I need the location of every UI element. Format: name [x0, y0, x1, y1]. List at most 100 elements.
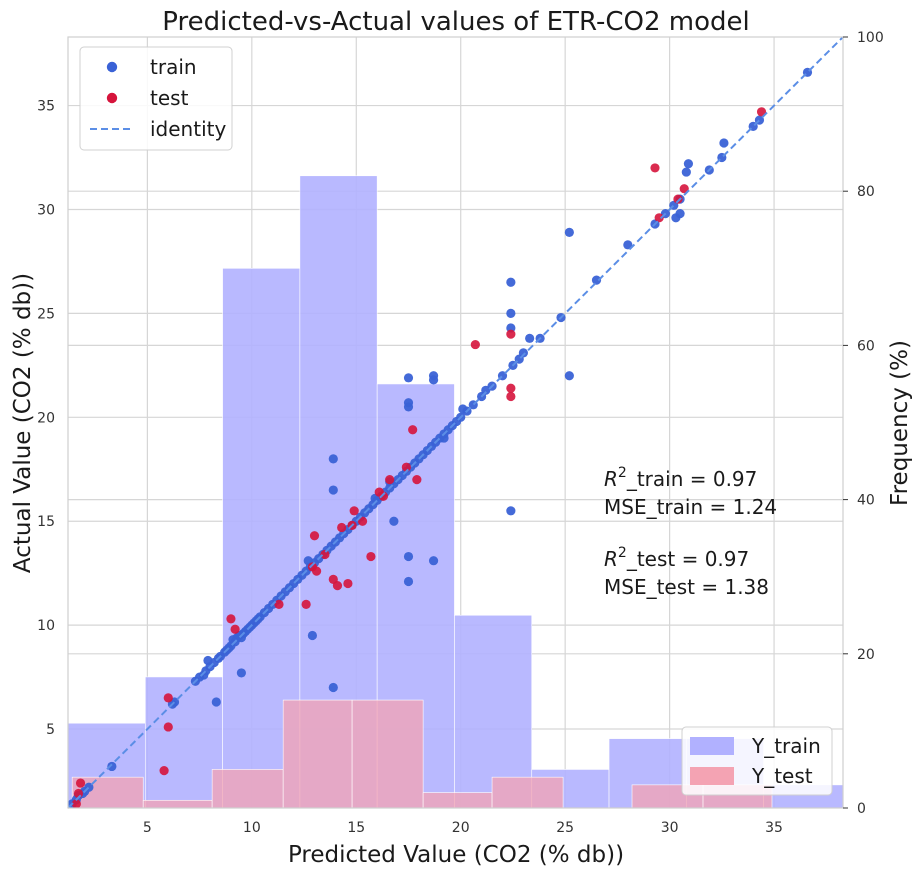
- y2-tick-label: 40: [857, 493, 875, 509]
- hist-test-bar: [422, 792, 493, 809]
- test-point: [412, 475, 422, 485]
- test-point: [378, 491, 389, 501]
- test-point: [71, 799, 81, 809]
- identity-line: [67, 36, 844, 809]
- metrics-annotation: R2_train = 0.97 MSE_train = 1.24 R2_test =…: [604, 465, 777, 599]
- y-tick-label: 5: [46, 722, 55, 738]
- test-point: [357, 516, 368, 526]
- train-point: [525, 333, 535, 343]
- annotation-line: R2_test = 0.97: [604, 545, 749, 571]
- x-tick-label: 20: [452, 820, 470, 836]
- train-point: [681, 167, 691, 177]
- chart-title: Predicted-vs-Actual values of ETR-CO2 mo…: [162, 7, 749, 37]
- y2-tick-label: 60: [857, 338, 875, 354]
- hist-test-bar: [142, 799, 213, 809]
- train-point: [107, 761, 117, 772]
- grid: [68, 37, 843, 808]
- test-point: [320, 549, 330, 560]
- train-point: [307, 630, 318, 641]
- test-point: [332, 581, 343, 591]
- y-tick-label: 20: [37, 410, 55, 426]
- test-point: [470, 339, 480, 350]
- test-point: [756, 107, 767, 117]
- train-point: [211, 697, 221, 707]
- test-point: [650, 163, 660, 173]
- train-point: [403, 576, 414, 587]
- train-point: [506, 277, 516, 287]
- legend-marker: [106, 61, 118, 73]
- y2-axis-ticks: 0 20 40 60 80 100: [843, 30, 884, 817]
- test-point: [343, 578, 353, 589]
- legend-scatter: train test identity: [79, 46, 233, 151]
- test-point: [349, 506, 359, 516]
- test-point: [163, 693, 173, 703]
- y2-tick-label: 0: [857, 801, 866, 817]
- x-tick-label: 10: [243, 820, 261, 836]
- train-point: [675, 209, 685, 219]
- train-point: [564, 371, 574, 381]
- test-point: [230, 624, 240, 634]
- legend-label: train: [150, 55, 197, 79]
- train-point: [683, 159, 694, 169]
- train-point: [403, 402, 414, 412]
- plot-frame: [67, 36, 844, 809]
- train-point: [481, 385, 491, 395]
- train-point: [403, 551, 414, 562]
- train-point: [428, 556, 439, 566]
- train-point: [506, 506, 516, 516]
- train-point: [518, 348, 528, 358]
- y2-tick-label: 20: [857, 647, 875, 663]
- legend-label: identity: [150, 117, 226, 141]
- x-tick-label: 5: [143, 820, 152, 836]
- test-point: [506, 383, 516, 393]
- test-point: [654, 213, 664, 223]
- legend-label: test: [150, 86, 189, 110]
- test-point: [226, 614, 236, 624]
- test-point: [75, 778, 86, 788]
- test-point: [506, 391, 516, 402]
- legend-label: Y_train: [751, 734, 821, 758]
- hist-test-bar: [491, 776, 564, 809]
- y2-axis-label: Frequency (%): [887, 340, 913, 506]
- y2-tick-label: 100: [857, 30, 884, 46]
- y-tick-label: 30: [37, 202, 55, 218]
- train-point: [591, 275, 602, 285]
- train-point: [403, 373, 414, 383]
- test-point: [159, 765, 169, 776]
- test-point: [311, 566, 322, 576]
- test-point: [309, 531, 320, 541]
- x-axis-ticks: 5 10 15 20 25 30 35: [143, 820, 783, 836]
- train-point: [506, 308, 516, 318]
- train-point: [719, 138, 729, 148]
- train-point: [389, 516, 399, 526]
- train-point: [564, 227, 574, 237]
- train-point: [428, 375, 439, 385]
- hist-test-bar: [282, 699, 353, 809]
- train-point: [458, 404, 468, 414]
- y2-tick-label: 80: [857, 184, 875, 200]
- test-point: [673, 194, 683, 204]
- test-point: [408, 425, 418, 435]
- legend-marker: [106, 92, 118, 104]
- test-point: [163, 722, 173, 732]
- annotation-line: MSE_train = 1.24: [604, 495, 777, 519]
- x-axis-label: Predicted Value (CO2 (% db)): [288, 842, 624, 868]
- train-point: [236, 668, 246, 678]
- hist-train-bar: [144, 676, 223, 809]
- annotation-line: MSE_test = 1.38: [604, 575, 769, 599]
- hist-test-bar: [351, 699, 424, 809]
- y-tick-label: 25: [37, 306, 55, 322]
- y-tick-label: 35: [37, 99, 55, 115]
- legend-box: [79, 46, 233, 151]
- test-point: [401, 462, 412, 472]
- identity-line-layer: [67, 36, 844, 809]
- legend-label: Y_test: [751, 764, 813, 788]
- train-point: [328, 454, 338, 464]
- legend-histogram: Y_train Y_test: [681, 726, 833, 796]
- test-point: [301, 599, 311, 609]
- y-axis-ticks: 5 10 15 20 25 30 35: [37, 99, 55, 738]
- hist-test-bar: [211, 769, 284, 809]
- annotation-line: R2_train = 0.97: [604, 465, 757, 491]
- test-point: [337, 522, 347, 533]
- x-tick-label: 25: [556, 820, 574, 836]
